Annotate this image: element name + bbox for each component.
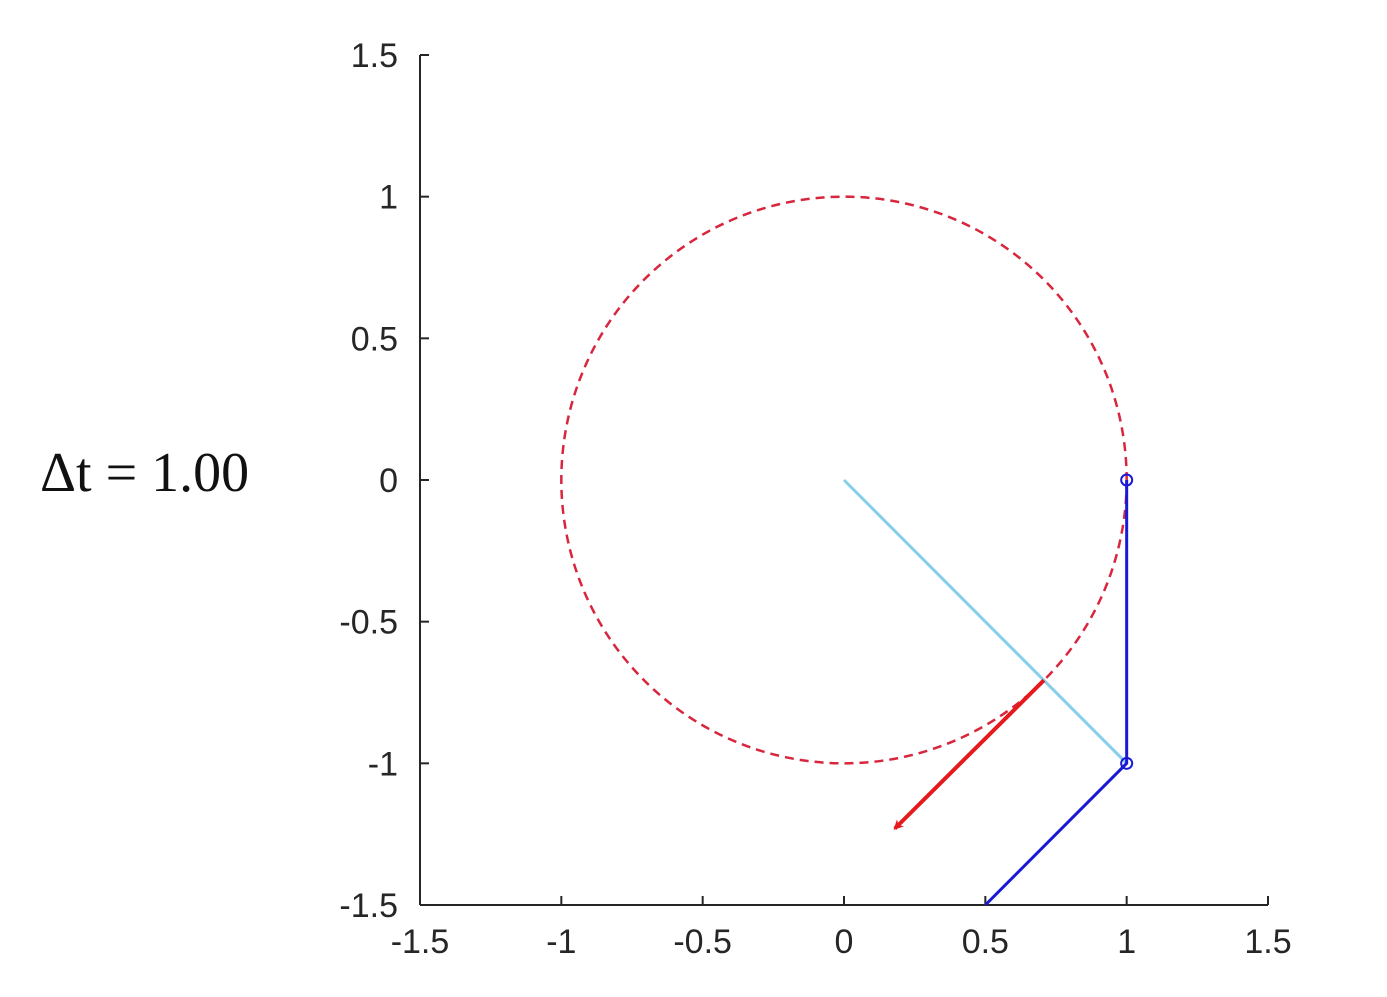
- plot-area: [560, 195, 1134, 905]
- x-tick-label: 1: [1117, 923, 1136, 961]
- x-tick-label: 0.5: [962, 923, 1009, 961]
- series-line: [984, 480, 1129, 905]
- y-tick-label: -1.5: [339, 887, 398, 925]
- annotation: Δt = 1.00: [40, 442, 249, 504]
- y-tick-label: -1: [368, 745, 398, 783]
- y-tick-label: 1.5: [351, 37, 398, 75]
- x-tick-label: 1.5: [1244, 923, 1291, 961]
- x-tick-label: 0: [835, 923, 854, 961]
- y-tick-label: -0.5: [339, 604, 398, 642]
- y-tick-label: 1: [379, 179, 398, 217]
- x-tick-label: -1.5: [391, 923, 450, 961]
- marker: [1120, 473, 1134, 487]
- x-tick-label: -1: [546, 923, 576, 961]
- y-tick-label: 0: [379, 462, 398, 500]
- y-tick-label: 0.5: [351, 320, 398, 358]
- series-line: [842, 478, 1128, 765]
- marker: [1120, 756, 1134, 770]
- arrow: [893, 678, 1046, 830]
- x-tick-label: -0.5: [673, 923, 732, 961]
